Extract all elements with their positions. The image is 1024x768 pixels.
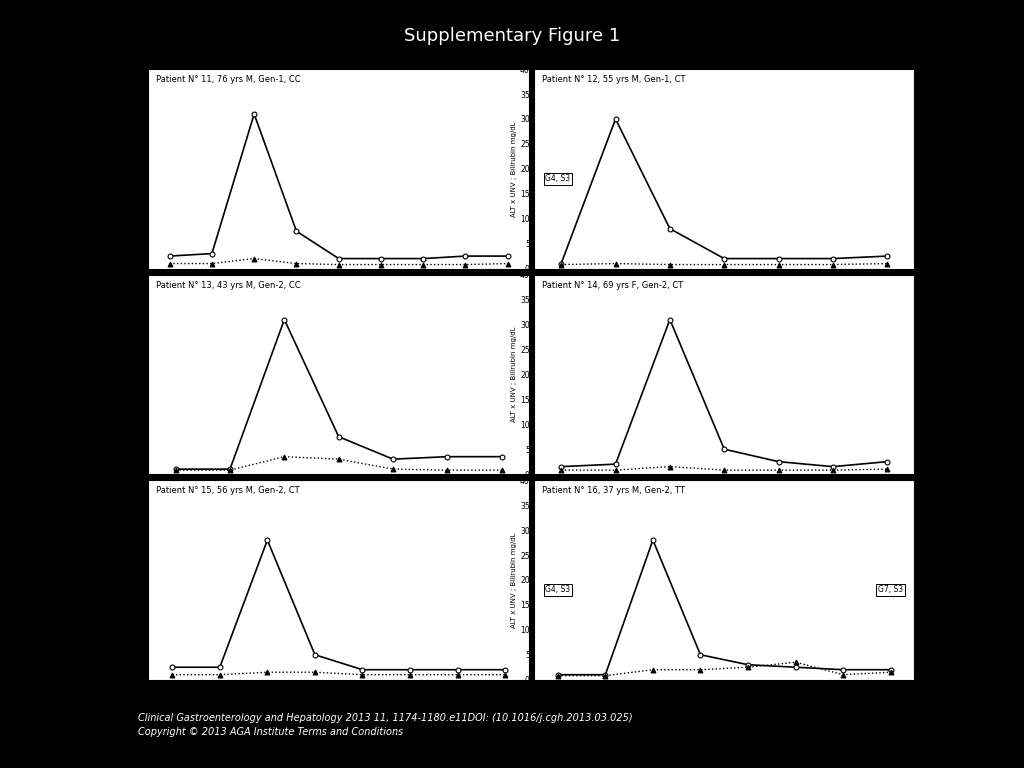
Text: Patient N° 11, 76 yrs M, Gen-1, CC: Patient N° 11, 76 yrs M, Gen-1, CC <box>156 75 301 84</box>
Text: Patient N° 13, 43 yrs M, Gen-2, CC: Patient N° 13, 43 yrs M, Gen-2, CC <box>156 280 301 290</box>
Text: Patient N° 15, 56 yrs M, Gen-2, CT: Patient N° 15, 56 yrs M, Gen-2, CT <box>156 486 300 495</box>
Text: Clinical Gastroenterology and Hepatology 2013 11, 1174-1180.e11DOI: (10.1016/j.c: Clinical Gastroenterology and Hepatology… <box>138 713 633 723</box>
Y-axis label: ALT x UNV ; Bilirubin mg/dL: ALT x UNV ; Bilirubin mg/dL <box>126 326 132 422</box>
Text: Patient N° 14, 69 yrs F, Gen-2, CT: Patient N° 14, 69 yrs F, Gen-2, CT <box>542 280 683 290</box>
Text: Patient N° 16, 37 yrs M, Gen-2, TT: Patient N° 16, 37 yrs M, Gen-2, TT <box>542 486 684 495</box>
Text: G4, S3: G4, S3 <box>546 174 570 184</box>
Y-axis label: ALT x UNV ; Bilirubin mg/dL: ALT x UNV ; Bilirubin mg/dL <box>511 326 517 422</box>
Y-axis label: ALT x UNV ; Bilirubin mg/dL: ALT x UNV ; Bilirubin mg/dL <box>126 121 132 217</box>
Y-axis label: ALT x UNV ; Bilirubin mg/dL: ALT x UNV ; Bilirubin mg/dL <box>126 532 132 627</box>
Text: Copyright © 2013 AGA Institute Terms and Conditions: Copyright © 2013 AGA Institute Terms and… <box>138 727 403 737</box>
Text: G4, S3: G4, S3 <box>546 585 570 594</box>
Text: Patient N° 12, 55 yrs M, Gen-1, CT: Patient N° 12, 55 yrs M, Gen-1, CT <box>542 75 685 84</box>
Text: Supplementary Figure 1: Supplementary Figure 1 <box>403 27 621 45</box>
Text: G7, S3: G7, S3 <box>878 585 903 594</box>
Y-axis label: ALT x UNV ; Bilirubin mg/dL: ALT x UNV ; Bilirubin mg/dL <box>511 121 517 217</box>
Y-axis label: ALT x UNV ; Bilirubin mg/dL: ALT x UNV ; Bilirubin mg/dL <box>511 532 517 627</box>
